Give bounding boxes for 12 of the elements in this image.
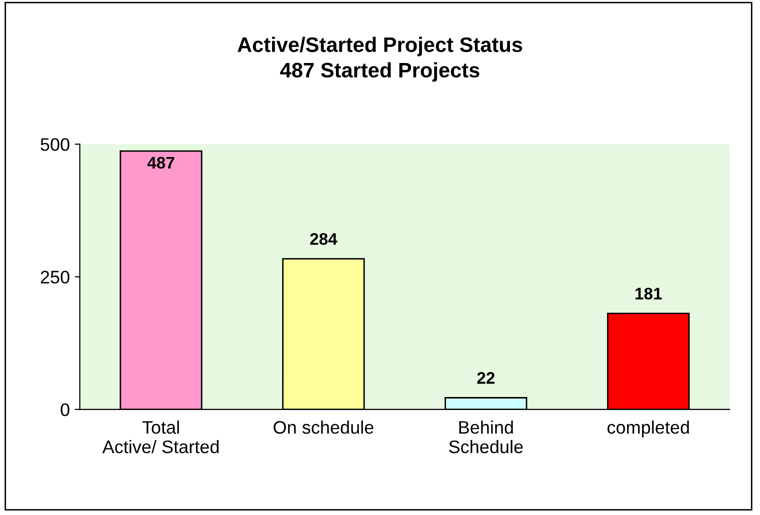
x-tick-label: completed	[607, 420, 689, 438]
y-tick-label: 250	[40, 270, 70, 284]
data-label: 487	[147, 156, 174, 169]
data-label: 22	[477, 372, 495, 384]
data-label: 284	[310, 233, 338, 245]
data-label: 181	[636, 288, 662, 300]
y-tick-label: 0	[60, 403, 70, 416]
x-tick-label: Behind Schedule	[449, 420, 523, 454]
x-tick-label: Total Active/ Started	[102, 420, 219, 454]
x-tick-label: On schedule	[274, 420, 374, 434]
y-tick-label: 500	[40, 138, 70, 151]
chart-title: Active/Started Project Status 487 Started Projects	[238, 36, 522, 82]
